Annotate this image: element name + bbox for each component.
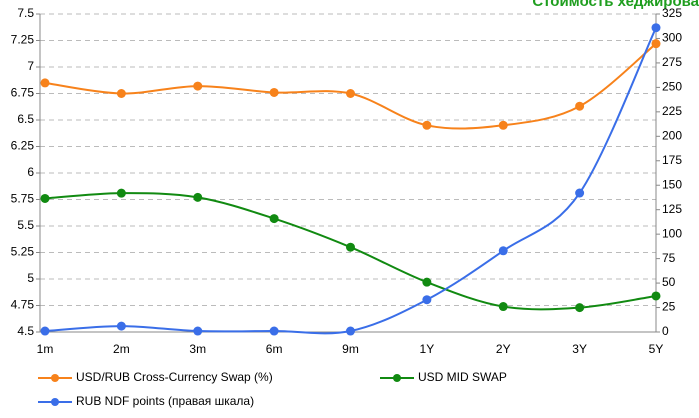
y2-tick-label: 25 <box>662 300 676 314</box>
x-tick-label: 9m <box>342 342 359 356</box>
x-tick-label: 1Y <box>420 342 435 356</box>
point <box>651 39 661 49</box>
point <box>651 23 661 33</box>
point <box>193 192 203 202</box>
y2-tick-label: 175 <box>662 153 682 167</box>
y-tick-label: 6 <box>27 165 34 179</box>
point <box>40 326 50 336</box>
point <box>40 193 50 203</box>
x-tick-label: 5Y <box>649 342 664 356</box>
x-tick-label: 3Y <box>572 342 587 356</box>
legend-label: USD MID SWAP <box>418 370 507 384</box>
point <box>575 303 585 313</box>
x-tick-label: 3m <box>189 342 206 356</box>
x-tick-label: 6m <box>266 342 283 356</box>
point <box>269 87 279 97</box>
y2-tick-label: 300 <box>662 31 682 45</box>
point <box>116 321 126 331</box>
chart-title: Стоимость хеджирова <box>532 0 699 10</box>
y-tick-label: 6.5 <box>17 112 34 126</box>
y-tick-label: 4.5 <box>17 324 34 338</box>
point <box>575 188 585 198</box>
point <box>651 291 661 301</box>
series-line <box>44 42 657 130</box>
point <box>346 242 355 252</box>
y2-tick-label: 225 <box>662 104 682 118</box>
point <box>193 326 203 336</box>
y2-tick-label: 125 <box>662 202 682 216</box>
legend-marker <box>51 398 59 406</box>
y2-tick-label: 325 <box>662 6 682 20</box>
y2-tick-label: 275 <box>662 55 682 69</box>
point <box>193 81 203 91</box>
y-tick-label: 5.25 <box>11 245 35 259</box>
y-tick-label: 7.25 <box>11 33 35 47</box>
y2-tick-label: 75 <box>662 251 676 265</box>
y2-tick-label: 250 <box>662 80 682 94</box>
series-line <box>44 27 657 335</box>
point <box>422 295 432 305</box>
point <box>346 326 355 336</box>
y2-tick-label: 50 <box>662 275 676 289</box>
point <box>116 89 126 98</box>
point <box>575 101 585 111</box>
y2-tick-label: 0 <box>662 324 669 338</box>
x-tick-label: 2Y <box>496 342 511 356</box>
point <box>269 214 279 224</box>
point <box>422 277 432 287</box>
legend-label: USD/RUB Cross-Currency Swap (%) <box>76 370 273 384</box>
legend-label: RUB NDF points (правая шкала) <box>76 394 254 408</box>
legend-marker <box>393 374 401 382</box>
y-tick-label: 6.75 <box>11 86 35 100</box>
point <box>422 120 432 130</box>
y-tick-label: 7 <box>27 59 34 73</box>
y-tick-label: 6.25 <box>11 139 35 153</box>
x-tick-label: 1m <box>37 342 54 356</box>
y-tick-label: 5.5 <box>17 218 34 232</box>
point <box>498 120 508 130</box>
y2-tick-label: 200 <box>662 128 682 142</box>
point <box>498 246 508 256</box>
point <box>40 78 50 88</box>
point <box>498 302 508 312</box>
x-tick-label: 2m <box>113 342 130 356</box>
y-tick-label: 4.75 <box>11 298 35 312</box>
point <box>116 188 126 198</box>
legend-marker <box>51 374 59 382</box>
y2-tick-label: 150 <box>662 177 682 191</box>
point <box>269 326 279 336</box>
y2-tick-label: 100 <box>662 226 682 240</box>
y-tick-label: 5.75 <box>11 192 35 206</box>
y-tick-label: 7.5 <box>17 6 34 20</box>
y-tick-label: 5 <box>27 271 34 285</box>
point <box>346 89 355 98</box>
